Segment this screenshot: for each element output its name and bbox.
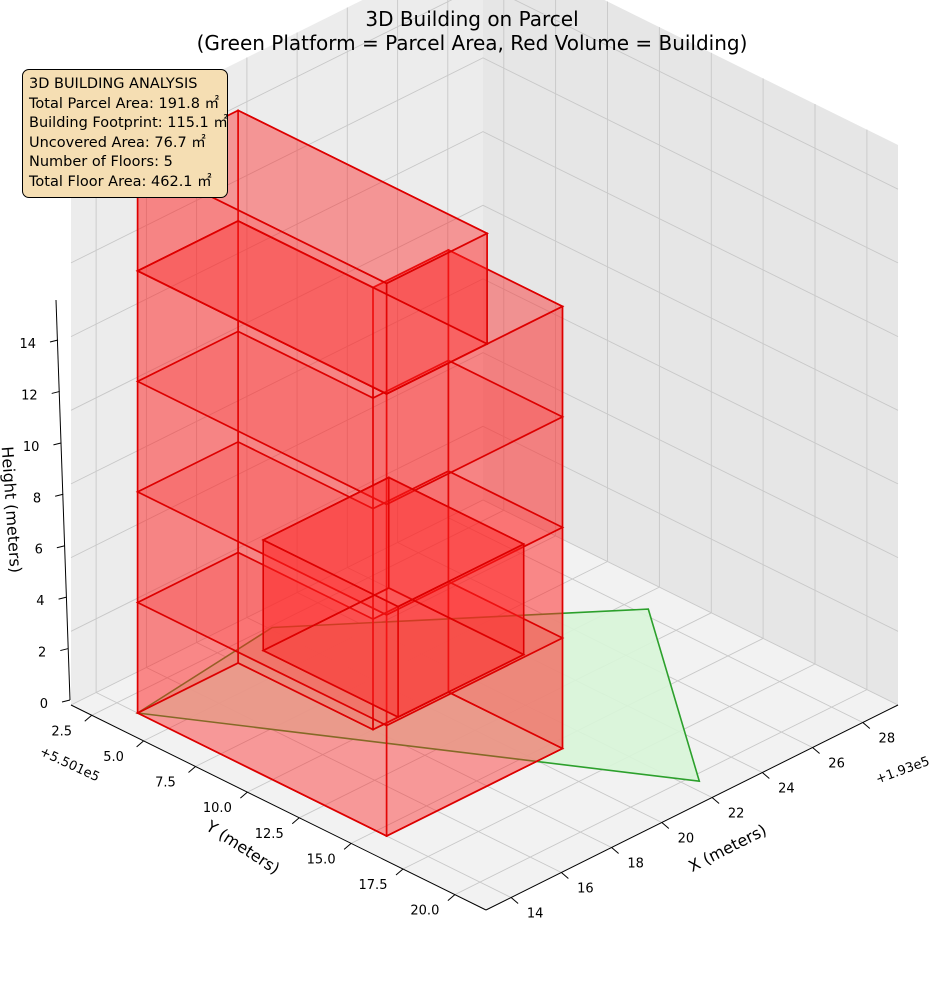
y-tick-mark [240, 791, 248, 799]
z-tick-mark [56, 545, 65, 549]
y-tick-label: 15.0 [307, 852, 336, 867]
x-tick-mark [611, 847, 619, 854]
chart-title-line1: 3D Building on Parcel [365, 7, 578, 31]
x-tick-mark [711, 797, 720, 804]
y-axis-label: Y (meters) [202, 816, 283, 878]
z-axis-line [55, 299, 71, 701]
x-tick-label: 16 [577, 882, 594, 897]
y-tick-mark [343, 842, 352, 850]
z-tick-mark [55, 493, 64, 497]
y-tick-label: 20.0 [410, 904, 439, 919]
x-tick-label: 14 [527, 907, 544, 922]
z-tick-mark [51, 390, 60, 394]
y-tick-label: 10.0 [203, 801, 232, 816]
x-axis-line [485, 704, 899, 911]
y-tick-mark [447, 894, 456, 902]
x-tick-mark [561, 872, 569, 879]
back-right-pane [483, 0, 898, 705]
axis-lines [55, 299, 899, 911]
x-tick-label: 20 [678, 832, 695, 847]
z-grid-line [70, 131, 899, 338]
z-tick-mark [53, 442, 62, 446]
x-tick-mark [510, 897, 519, 904]
info-uncovered-area: Uncovered Area: 76.7 ㎡ [29, 134, 206, 151]
plot-marks [135, 109, 701, 838]
x-offset-label: +1.93e5 [874, 754, 932, 787]
info-total-floor-area: Total Floor Area: 462.1 ㎡ [29, 173, 212, 190]
x-axis-label: X (meters) [685, 820, 769, 876]
y-axis-line [70, 704, 487, 911]
z-tick-label: 4 [36, 594, 44, 609]
x-tick-mark [762, 772, 770, 779]
y-tick-mark [291, 817, 300, 825]
tick-labels: 14161820222426282.55.07.510.012.515.017.… [19, 337, 895, 922]
y-tick-mark [84, 714, 93, 722]
chart-title-line2: (Green Platform = Parcel Area, Red Volum… [197, 31, 748, 55]
y-tick-label: 17.5 [359, 878, 388, 893]
building-floor-slab [135, 440, 565, 616]
z-tick-label: 2 [38, 646, 46, 661]
y-offset-label: +5.501e5 [37, 744, 102, 785]
info-heading: 3D BUILDING ANALYSIS [29, 76, 198, 92]
z-tick-mark [61, 699, 71, 703]
y-tick-label: 12.5 [255, 827, 284, 842]
x-tick-label: 28 [879, 732, 896, 747]
z-grid-line [70, 352, 899, 559]
x-tick-mark [661, 822, 670, 829]
building-floor-slab [135, 330, 565, 506]
z-axis-label: Height (meters) [0, 446, 25, 574]
y-tick-mark [136, 740, 144, 748]
x-tick-label: 18 [627, 857, 644, 872]
x-tick-mark [812, 747, 820, 754]
y-tick-label: 5.0 [103, 750, 124, 765]
y-tick-mark [188, 766, 196, 773]
z-tick-label: 14 [19, 337, 36, 352]
z-tick-mark [60, 648, 69, 652]
z-tick-mark [58, 596, 67, 600]
building-floor-slab [261, 476, 526, 608]
y-tick-label: 2.5 [51, 724, 72, 739]
building-floor-slab [135, 219, 490, 395]
analysis-info-box: 3D BUILDING ANALYSIS Total Parcel Area: … [22, 69, 228, 198]
parcel-platform [135, 608, 701, 783]
info-floor-count: Number of Floors: 5 [29, 154, 173, 170]
x-tick-label: 22 [728, 807, 745, 822]
z-tick-label: 12 [21, 388, 38, 403]
building-floor-slab [261, 587, 526, 719]
info-building-footprint: Building Footprint: 115.1 ㎡ [29, 115, 228, 131]
x-tick-label: 24 [778, 782, 795, 797]
z-tick-mark [49, 339, 59, 343]
y-tick-label: 7.5 [155, 776, 176, 791]
info-parcel-area: Total Parcel Area: 191.8 ㎡ [29, 95, 220, 112]
z-tick-label: 8 [33, 491, 41, 506]
z-tick-label: 0 [40, 697, 48, 712]
z-tick-label: 10 [23, 440, 40, 455]
x-tick-label: 26 [828, 757, 845, 772]
z-grid-line [70, 425, 899, 632]
z-tick-label: 6 [35, 543, 43, 558]
y-tick-mark [395, 868, 404, 876]
x-tick-mark [862, 722, 871, 729]
z-grid-line [70, 204, 899, 411]
